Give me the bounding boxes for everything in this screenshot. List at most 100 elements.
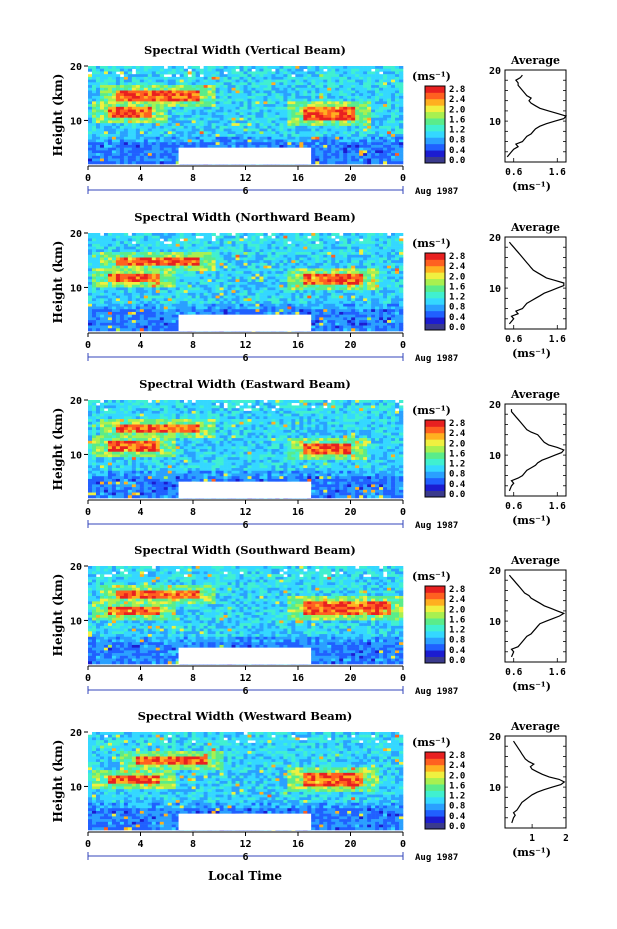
heatmap-cell — [171, 155, 177, 159]
heatmap-cell — [163, 262, 169, 266]
heatmap-cell — [95, 101, 101, 105]
heatmap-cell — [139, 85, 145, 89]
heatmap-cell — [291, 117, 296, 121]
heatmap-cell — [175, 279, 181, 283]
heatmap-cell — [179, 257, 184, 261]
heatmap-cell — [307, 98, 312, 102]
heatmap-cell — [367, 295, 372, 299]
heatmap-cell — [203, 109, 208, 113]
heatmap-cell — [327, 104, 332, 108]
heatmap-cell — [239, 136, 244, 140]
heatmap-cell — [239, 254, 244, 258]
heatmap-cell — [279, 273, 284, 277]
heatmap-cell — [307, 109, 312, 113]
heatmap-cell — [331, 292, 336, 296]
heatmap-cell — [375, 136, 380, 140]
heatmap-cell — [111, 271, 117, 275]
heatmap-cell — [227, 290, 232, 294]
heatmap-cell — [267, 282, 272, 286]
heatmap-cell — [279, 79, 284, 83]
heatmap-cell — [143, 120, 149, 124]
heatmap-cell — [315, 136, 320, 140]
colorbar-tick-label: 0.4 — [449, 146, 466, 156]
heatmap-cell — [219, 106, 224, 110]
heatmap-cell — [195, 136, 200, 140]
heatmap-cell — [243, 82, 248, 86]
heatmap-cell — [147, 76, 153, 80]
heatmap-cell — [343, 147, 348, 151]
heatmap-cell — [359, 271, 364, 275]
heatmap-cell — [391, 238, 396, 242]
heatmap-cell — [247, 101, 252, 105]
heatmap-cell — [271, 95, 276, 99]
heatmap-cell — [267, 271, 272, 275]
heatmap-cell — [267, 273, 272, 277]
heatmap-cell — [183, 98, 188, 102]
heatmap-cell — [143, 155, 149, 159]
heatmap-cell — [219, 276, 224, 280]
heatmap-cell — [287, 252, 292, 256]
heatmap-cell — [295, 241, 300, 245]
heatmap-cell — [391, 139, 396, 143]
heatmap-cell — [363, 252, 368, 256]
heatmap-cell — [283, 273, 288, 277]
heatmap-cell — [295, 125, 300, 129]
heatmap-cell — [351, 144, 356, 148]
heatmap-cell — [107, 254, 113, 258]
heatmap-cell — [311, 95, 316, 99]
heatmap-cell — [283, 262, 288, 266]
heatmap-cell — [223, 235, 228, 239]
heatmap-cell — [223, 120, 228, 124]
heatmap-cell — [207, 115, 212, 119]
heatmap-cell — [91, 128, 97, 132]
heatmap-cell — [287, 301, 292, 305]
heatmap-cell — [215, 136, 220, 140]
heatmap-cell — [219, 254, 224, 258]
heatmap-cell — [347, 290, 352, 294]
heatmap-cell — [175, 260, 181, 264]
heatmap-cell — [159, 95, 165, 99]
heatmap-cell — [387, 76, 392, 80]
heatmap-cell — [171, 144, 177, 148]
heatmap-cell — [143, 254, 149, 258]
heatmap-cell — [115, 249, 121, 253]
heatmap-cell — [379, 128, 384, 132]
heatmap-cell — [283, 249, 288, 253]
heatmap-cell — [199, 76, 204, 80]
heatmap-cell — [387, 254, 392, 258]
heatmap-cell — [383, 95, 388, 99]
heatmap-cell — [367, 249, 372, 253]
heatmap-cell — [355, 290, 360, 294]
heatmap-cell — [247, 117, 252, 121]
heatmap-cell — [203, 128, 208, 132]
heatmap-cell — [199, 260, 204, 264]
heatmap-cell — [131, 260, 137, 264]
heatmap-cell — [271, 144, 276, 148]
heatmap-cell — [367, 233, 372, 237]
heatmap-cell — [183, 268, 188, 272]
heatmap-cell — [303, 303, 308, 307]
heatmap-cell — [107, 136, 113, 140]
heatmap-cell — [115, 125, 121, 129]
heatmap-cell — [383, 254, 388, 258]
heatmap-cell — [275, 98, 280, 102]
heatmap-cell — [303, 90, 308, 94]
heatmap-cell — [359, 87, 364, 91]
heatmap-cell — [379, 82, 384, 86]
heatmap-cell — [195, 273, 200, 277]
heatmap-cell — [315, 125, 320, 129]
heatmap-cell — [383, 271, 388, 275]
heatmap-cell — [239, 284, 244, 288]
heatmap-cell — [151, 150, 157, 154]
heatmap-cell — [363, 142, 368, 146]
heatmap-cell — [219, 257, 224, 261]
heatmap-cell — [95, 95, 101, 99]
heatmap-cell — [147, 279, 153, 283]
heatmap-cell — [383, 90, 388, 94]
heatmap-cell — [231, 290, 236, 294]
heatmap-cell — [291, 85, 296, 89]
heatmap-cell — [311, 112, 316, 116]
heatmap-cell — [147, 273, 153, 277]
heatmap-cell — [351, 158, 356, 162]
heatmap-cell — [339, 79, 344, 83]
